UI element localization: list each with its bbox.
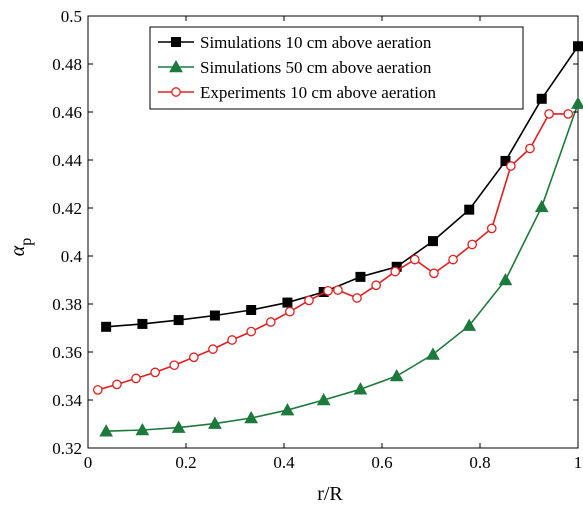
data-point (208, 344, 218, 354)
data-point (227, 335, 237, 345)
data-point (99, 424, 113, 437)
data-point (333, 285, 343, 295)
y-tick-label: 0.44 (52, 151, 82, 170)
x-tick-label: 0.2 (175, 453, 196, 472)
data-point (355, 271, 366, 282)
data-point (534, 199, 549, 213)
data-point (169, 360, 180, 371)
legend-label: Simulations 10 cm above aeration (200, 33, 432, 52)
y-axis-label: αp (7, 238, 35, 257)
data-point (427, 236, 438, 247)
data-point (390, 266, 401, 277)
data-point (285, 306, 295, 317)
data-point (171, 420, 186, 433)
data-point (352, 293, 362, 303)
y-tick-label: 0.42 (52, 199, 82, 218)
data-point (462, 318, 477, 331)
data-point (101, 321, 112, 332)
data-point (265, 317, 276, 327)
y-axis-label-sub: p (18, 238, 35, 246)
series-layer (92, 41, 583, 437)
data-point (486, 223, 497, 234)
y-tick-label: 0.4 (61, 247, 83, 266)
data-point (571, 96, 583, 109)
y-tick-label: 0.34 (52, 391, 82, 410)
data-point (500, 155, 511, 166)
data-point (409, 254, 420, 265)
y-tick-label: 0.48 (52, 55, 82, 74)
data-point (131, 373, 141, 384)
plot-border (87, 15, 579, 449)
legend-item: Experiments 10 cm above aeration (158, 83, 437, 102)
data-point (188, 352, 199, 363)
data-point (246, 326, 257, 337)
legend-marker (171, 87, 181, 97)
data-point (323, 285, 333, 296)
data-point (304, 295, 314, 306)
data-point (353, 382, 368, 395)
data-point (246, 305, 257, 315)
data-point (316, 392, 331, 406)
axis-ticks: 0 0.2 0.4 0.6 0.8 1 0.32 0.34 0.36 0.38 0.4 0.42 0.4… (52, 7, 582, 472)
data-point (525, 143, 535, 154)
series-3 (92, 109, 574, 395)
plot-area (87, 15, 579, 449)
data-point (280, 403, 295, 416)
data-point (371, 280, 381, 291)
data-point (429, 268, 439, 279)
data-point (112, 379, 122, 390)
data-point (464, 204, 475, 215)
data-point (506, 161, 516, 171)
data-point (173, 315, 184, 326)
data-point (426, 347, 440, 360)
x-tick-label: 1 (574, 453, 583, 472)
y-axis-label-main: α (7, 245, 29, 256)
data-point (208, 416, 222, 429)
x-tick-label: 0.6 (371, 453, 392, 472)
y-tick-label: 0.32 (52, 439, 82, 458)
svg-text:αp: αp (7, 238, 35, 257)
legend: Simulations 10 cm above aeration Simulati… (149, 26, 524, 110)
legend-item: Simulations 50 cm above aeration (158, 58, 432, 77)
x-axis-label: r/R (317, 483, 343, 505)
data-point (448, 254, 458, 265)
legend-label: Simulations 50 cm above aeration (200, 58, 432, 77)
data-point (498, 272, 513, 286)
data-point (244, 410, 259, 424)
legend-item: Simulations 10 cm above aeration (158, 33, 432, 52)
y-tick-label: 0.36 (52, 343, 82, 362)
series-2 (99, 96, 583, 437)
series-line (106, 103, 579, 432)
data-point (563, 109, 574, 119)
x-tick-label: 0 (84, 453, 93, 472)
y-tick-label: 0.5 (61, 7, 82, 26)
data-point (137, 318, 148, 329)
x-tick-label: 0.4 (273, 453, 295, 472)
y-tick-label: 0.46 (52, 103, 82, 122)
data-point (209, 310, 220, 321)
data-point (389, 368, 404, 382)
data-point (544, 109, 554, 119)
y-tick-label: 0.38 (52, 295, 82, 314)
data-point (92, 385, 103, 395)
x-tick-label: 0.8 (469, 453, 490, 472)
data-point (467, 239, 478, 250)
series-line (97, 113, 569, 391)
legend-box (149, 26, 524, 110)
data-point (573, 41, 583, 52)
series-line (106, 45, 579, 328)
legend-marker (169, 59, 183, 73)
data-point (135, 422, 150, 436)
data-point (150, 367, 160, 378)
data-point (282, 297, 293, 308)
legend-label: Experiments 10 cm above aeration (200, 83, 437, 102)
data-point (536, 93, 547, 104)
legend-marker (171, 37, 181, 47)
